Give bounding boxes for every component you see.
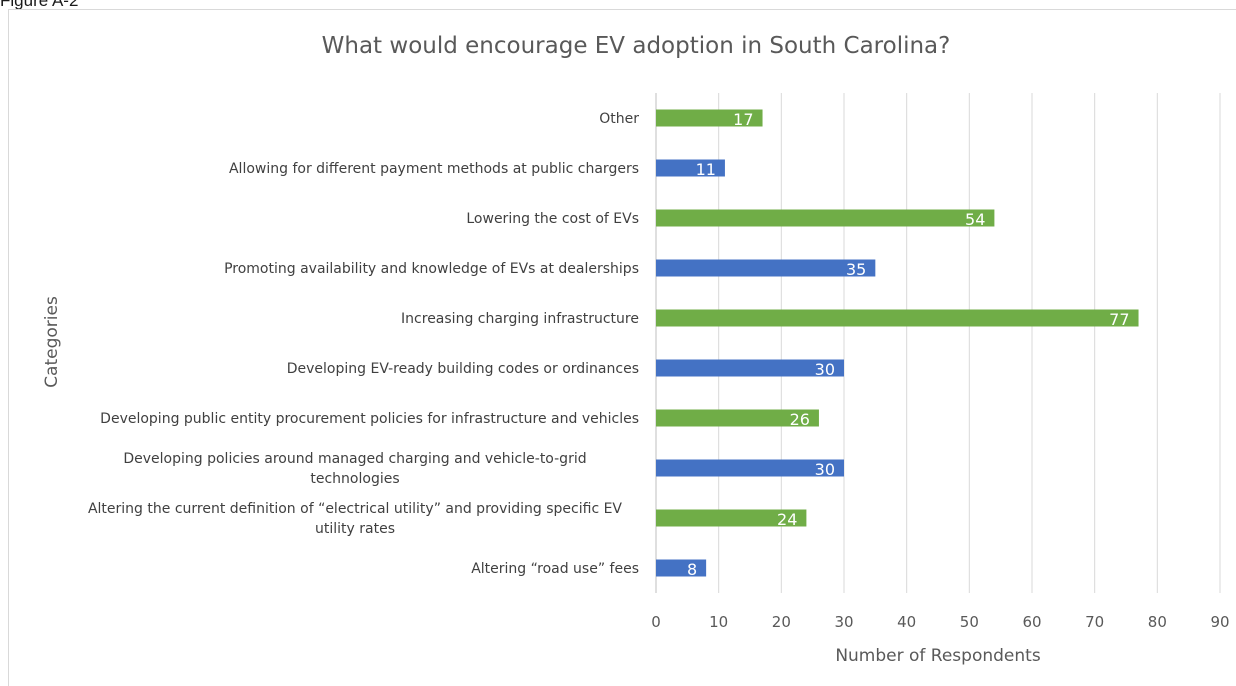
bar-9 — [656, 509, 807, 527]
bar-value-label-1: 17 — [733, 110, 753, 129]
bars: 17 11 54 35 77 30 26 30 24 8 — [656, 109, 1139, 579]
bar-value-label-8: 30 — [815, 460, 835, 479]
chart-frame — [8, 9, 1236, 686]
bar-value-label-10: 8 — [687, 560, 697, 579]
bar-value-label-3: 54 — [965, 210, 985, 229]
bar-10 — [656, 559, 707, 577]
bar-5 — [656, 309, 1139, 327]
bar-value-label-9: 24 — [777, 510, 797, 529]
bar-value-label-4: 35 — [846, 260, 866, 279]
x-tick-label-90: 90 — [1210, 613, 1229, 631]
x-tick-label-50: 50 — [960, 613, 979, 631]
x-tick-label-60: 60 — [1022, 613, 1041, 631]
category-label-5: Increasing charging infrastructure — [401, 311, 639, 327]
x-tick-label-40: 40 — [897, 613, 916, 631]
category-label-9: Altering the current definition of “elec… — [88, 501, 622, 537]
bar-value-label-5: 77 — [1109, 310, 1129, 329]
x-tick-label-20: 20 — [772, 613, 791, 631]
bar-value-label-2: 11 — [696, 160, 716, 179]
x-tick-label-70: 70 — [1085, 613, 1104, 631]
bar-8 — [656, 459, 844, 477]
x-tick-label-30: 30 — [834, 613, 853, 631]
category-label-8: Developing policies around managed charg… — [123, 451, 586, 487]
x-tick-label-80: 80 — [1148, 613, 1167, 631]
bar-value-label-6: 30 — [815, 360, 835, 379]
category-label-3: Lowering the cost of EVs — [466, 211, 639, 227]
bar-2 — [656, 159, 725, 177]
bar-3 — [656, 209, 995, 227]
bar-4 — [656, 259, 876, 277]
category-label-2: Allowing for different payment methods a… — [229, 161, 639, 177]
category-label-4: Promoting availability and knowledge of … — [224, 261, 639, 277]
bar-value-label-7: 26 — [790, 410, 810, 429]
chart-title: What would encourage EV adoption in Sout… — [322, 33, 951, 59]
figure-label: Figure A-2 — [0, 0, 79, 10]
category-label-1: Other — [599, 111, 639, 127]
category-label-6: Developing EV-ready building codes or or… — [287, 361, 639, 377]
x-tick-label-0: 0 — [651, 613, 661, 631]
bar-6 — [656, 359, 844, 377]
bar-7 — [656, 409, 819, 427]
x-axis-title: Number of Respondents — [835, 646, 1041, 666]
category-labels: Other Allowing for different payment meth… — [88, 111, 639, 577]
x-tick-label-10: 10 — [709, 613, 728, 631]
bar-1 — [656, 109, 763, 127]
y-axis-title: Categories — [42, 296, 62, 388]
category-label-10: Altering “road use” fees — [471, 561, 639, 577]
category-label-7: Developing public entity procurement pol… — [100, 411, 639, 427]
x-tick-labels: 0 10 20 30 40 50 60 70 80 90 — [651, 613, 1229, 631]
